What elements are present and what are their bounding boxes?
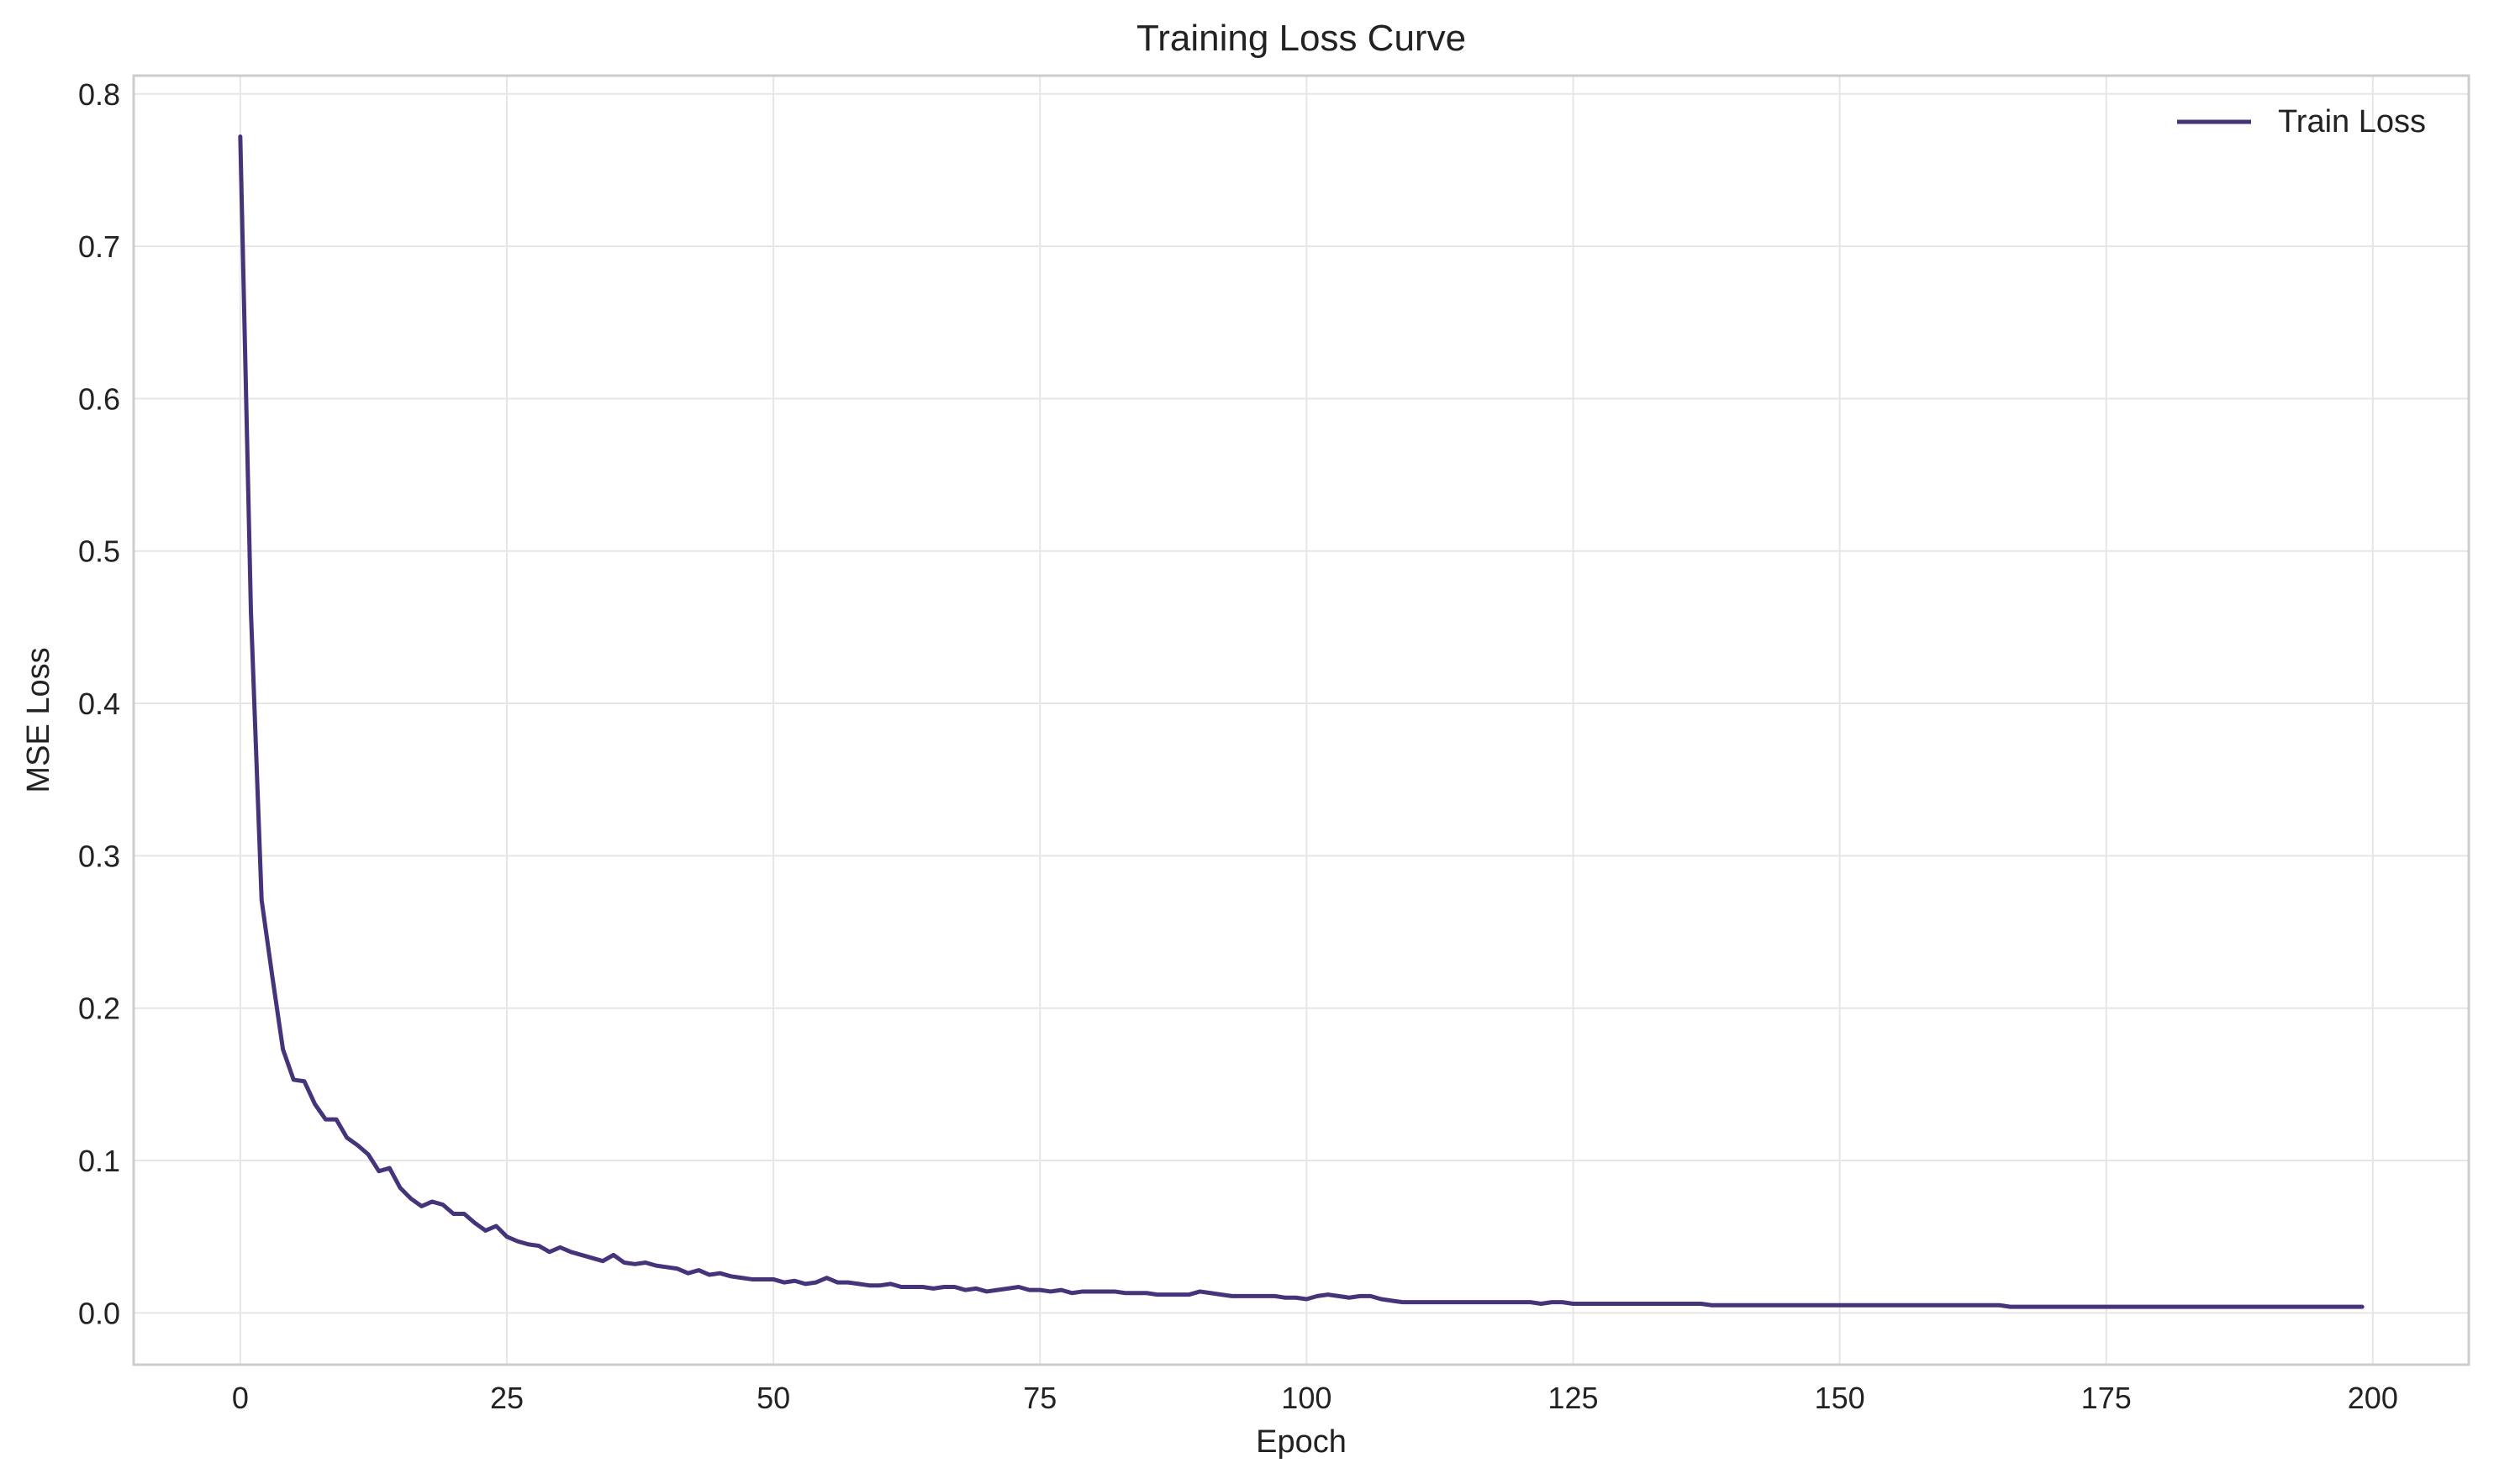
y-tick-label: 0.0 — [78, 1296, 120, 1330]
x-tick-label: 200 — [2348, 1381, 2398, 1415]
y-tick-label: 0.8 — [78, 77, 120, 112]
grid-lines — [134, 76, 2469, 1365]
legend-label-train-loss: Train Loss — [2278, 104, 2426, 139]
series-layer — [238, 134, 2365, 1309]
x-tick-label: 150 — [1815, 1381, 1865, 1415]
x-tick-label: 125 — [1548, 1381, 1598, 1415]
x-tick-label: 0 — [232, 1381, 249, 1415]
x-tick-label: 25 — [490, 1381, 524, 1415]
x-tick-label: 175 — [2081, 1381, 2132, 1415]
legend: Train Loss — [2177, 104, 2426, 139]
y-tick-label: 0.7 — [78, 229, 120, 264]
x-tick-label: 75 — [1023, 1381, 1057, 1415]
tick-labels: 0 25 50 75 100 125 150 175 200 0.0 0.1 0.2 0.3 0.4 0.5… — [78, 77, 2398, 1415]
y-axis-label: MSE Loss — [21, 647, 56, 792]
plot-frame — [132, 74, 2470, 1366]
series-line-0 — [238, 134, 2365, 1309]
x-tick-label: 50 — [757, 1381, 790, 1415]
y-tick-label: 0.3 — [78, 839, 120, 873]
y-tick-label: 0.5 — [78, 534, 120, 569]
x-tick-label: 100 — [1281, 1381, 1331, 1415]
x-axis-label: Epoch — [1256, 1424, 1347, 1460]
y-tick-label: 0.6 — [78, 382, 120, 416]
y-tick-label: 0.2 — [78, 992, 120, 1026]
y-tick-label: 0.1 — [78, 1144, 120, 1178]
y-tick-label: 0.4 — [78, 687, 120, 721]
chart-title: Training Loss Curve — [1136, 18, 1466, 59]
